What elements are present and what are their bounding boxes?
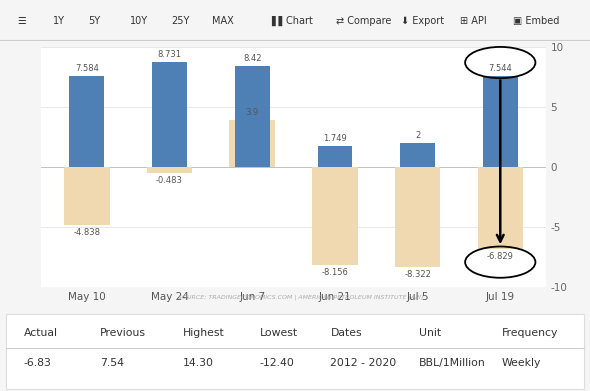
Text: 2012 - 2020: 2012 - 2020 <box>330 358 396 368</box>
Text: 3.9: 3.9 <box>245 108 259 117</box>
Text: Dates: Dates <box>330 328 362 339</box>
Text: ▣ Embed: ▣ Embed <box>513 16 560 25</box>
Text: SOURCE: TRADINGECONOMICS.COM | AMERICAN PETROLEUM INSTITUTE (API): SOURCE: TRADINGECONOMICS.COM | AMERICAN … <box>178 295 424 300</box>
Text: Frequency: Frequency <box>502 328 558 339</box>
Bar <box>70 76 104 167</box>
Text: Weekly: Weekly <box>502 358 541 368</box>
Text: 8.731: 8.731 <box>158 50 182 59</box>
Text: 25Y: 25Y <box>171 16 189 25</box>
Text: Unit: Unit <box>419 328 441 339</box>
Text: ⬇ Export: ⬇ Export <box>401 16 444 25</box>
Text: 7.584: 7.584 <box>75 64 99 73</box>
Bar <box>235 66 270 167</box>
Text: MAX: MAX <box>212 16 234 25</box>
Text: -8.322: -8.322 <box>404 270 431 279</box>
Text: 14.30: 14.30 <box>183 358 214 368</box>
Text: -4.838: -4.838 <box>73 228 100 237</box>
Text: Actual: Actual <box>24 328 58 339</box>
Bar <box>395 167 440 267</box>
Bar <box>317 146 352 167</box>
Text: BBL/1Million: BBL/1Million <box>419 358 486 368</box>
Text: Lowest: Lowest <box>260 328 298 339</box>
Bar <box>477 167 523 249</box>
Text: Highest: Highest <box>183 328 225 339</box>
Bar <box>230 120 275 167</box>
Text: 8.42: 8.42 <box>243 54 261 63</box>
Bar <box>483 77 517 167</box>
Text: ⊞ API: ⊞ API <box>460 16 487 25</box>
Text: 1.749: 1.749 <box>323 134 347 143</box>
Text: 2: 2 <box>415 131 420 140</box>
Bar <box>400 143 435 167</box>
Bar <box>64 167 110 225</box>
Bar <box>152 62 187 167</box>
Text: 7.544: 7.544 <box>489 65 512 74</box>
FancyBboxPatch shape <box>6 314 584 389</box>
Text: 1Y: 1Y <box>53 16 65 25</box>
Text: Previous: Previous <box>100 328 146 339</box>
Text: 7.54: 7.54 <box>100 358 124 368</box>
Bar <box>147 167 192 173</box>
Text: -12.40: -12.40 <box>260 358 294 368</box>
Text: 10Y: 10Y <box>130 16 148 25</box>
Text: ☰: ☰ <box>18 16 27 25</box>
Text: -0.483: -0.483 <box>156 176 183 185</box>
Text: 5Y: 5Y <box>88 16 101 25</box>
Text: -6.83: -6.83 <box>24 358 51 368</box>
Text: ⇄ Compare: ⇄ Compare <box>336 16 392 25</box>
Bar <box>312 167 358 265</box>
Text: -8.156: -8.156 <box>322 268 348 277</box>
Text: ▌▌Chart: ▌▌Chart <box>271 15 313 26</box>
Text: -6.829: -6.829 <box>487 252 514 261</box>
